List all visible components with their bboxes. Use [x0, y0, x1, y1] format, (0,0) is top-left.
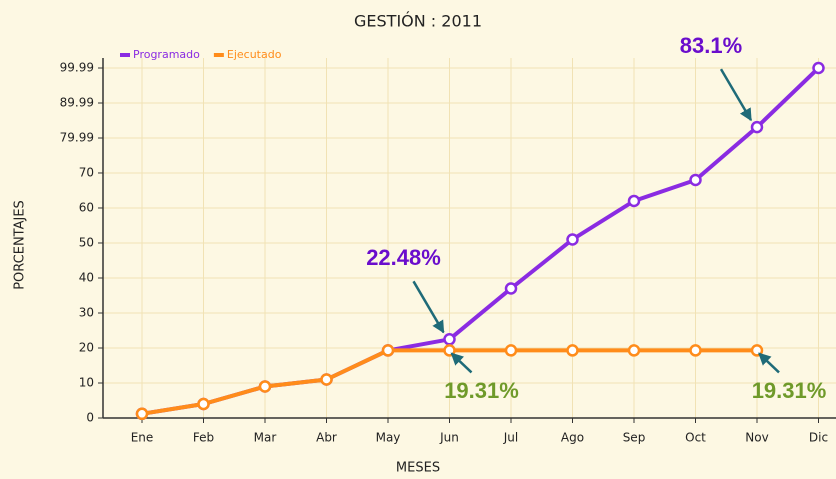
x-tick-label: Mar — [254, 431, 277, 445]
y-tick-label: 70 — [79, 165, 94, 179]
data-point — [135, 407, 149, 421]
data-point — [504, 282, 518, 295]
data-point — [381, 344, 395, 357]
value-label: 83.1% — [680, 33, 742, 58]
data-point — [689, 344, 702, 357]
x-tick-label: May — [376, 431, 401, 445]
x-tick-label: Jul — [503, 431, 518, 445]
annotation-arrow — [412, 280, 445, 334]
x-tick-label: Oct — [685, 431, 706, 445]
y-tick-label: 30 — [79, 305, 94, 319]
data-point — [689, 173, 702, 187]
data-point — [566, 344, 579, 357]
data-point — [258, 380, 272, 393]
data-point — [627, 344, 641, 357]
y-axis-label: PORCENTAJES — [13, 200, 28, 290]
x-tick-label: Jun — [439, 431, 459, 445]
data-point — [627, 194, 641, 208]
value-label: 19.31% — [752, 378, 827, 403]
value-label: 19.31% — [444, 378, 519, 403]
x-tick-label: Ene — [131, 431, 154, 445]
data-point — [197, 397, 210, 411]
x-tick-label: Feb — [193, 431, 214, 445]
y-tick-label: 99.99 — [60, 61, 94, 75]
y-tick-label: 20 — [79, 340, 94, 354]
y-tick-label: 89.99 — [60, 96, 94, 110]
y-tick-label: 60 — [79, 200, 94, 214]
value-label: 22.48% — [366, 245, 441, 270]
y-tick-label: 50 — [79, 235, 94, 249]
x-tick-label: Ago — [561, 431, 584, 445]
x-tick-label: Dic — [809, 431, 828, 445]
data-point — [320, 373, 333, 386]
annotation-arrow — [719, 68, 753, 122]
legend-label: Ejecutado — [227, 48, 282, 61]
legend-label: Programado — [133, 48, 200, 61]
x-tick-label: Nov — [745, 431, 768, 445]
annotation-arrow — [450, 352, 473, 374]
data-point — [443, 333, 456, 346]
data-point — [812, 61, 825, 75]
data-point — [750, 120, 764, 134]
data-point — [504, 344, 518, 357]
y-tick-label: 0 — [86, 411, 94, 425]
data-point — [566, 233, 579, 246]
legend-swatch — [120, 53, 130, 57]
y-tick-label: 40 — [79, 270, 94, 284]
legend-swatch — [213, 53, 224, 57]
x-tick-label: Abr — [316, 431, 337, 445]
chart-title: GESTIÓN : 2011 — [354, 12, 482, 31]
annotation-arrow — [758, 352, 780, 374]
y-tick-label: 79.99 — [60, 131, 94, 145]
x-tick-label: Sep — [623, 431, 646, 445]
x-axis-label: MESES — [396, 461, 440, 476]
y-tick-label: 10 — [79, 375, 94, 389]
